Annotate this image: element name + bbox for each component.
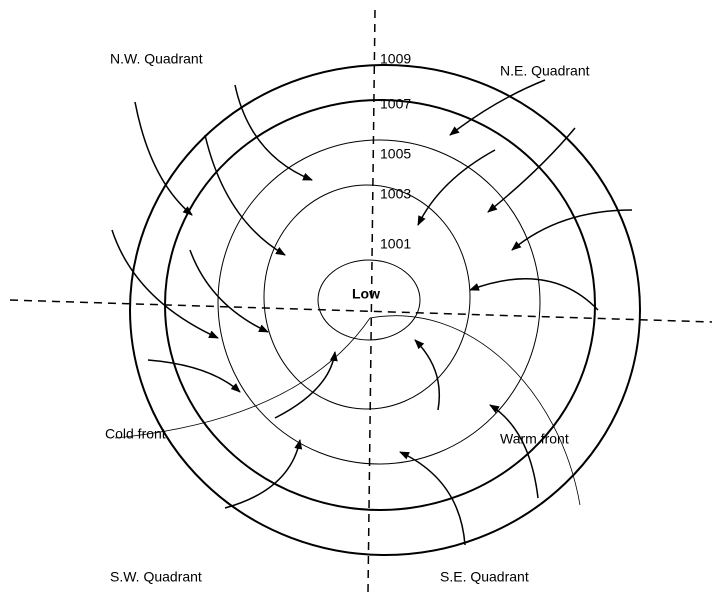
arrow bbox=[189, 249, 269, 333]
arrow bbox=[134, 101, 193, 216]
isobar-label: 1009 bbox=[380, 51, 411, 67]
isobar-label: 1005 bbox=[380, 146, 411, 162]
isobar-ring bbox=[129, 64, 641, 556]
arrow bbox=[224, 439, 303, 509]
arrow bbox=[414, 339, 441, 411]
arrow bbox=[489, 404, 539, 499]
quadrant-label: N.E. Quadrant bbox=[500, 63, 590, 79]
isobar-ring bbox=[263, 184, 471, 410]
isobar-ring bbox=[217, 139, 541, 465]
wind-arrows bbox=[111, 79, 633, 546]
quadrant-label: N.W. Quadrant bbox=[110, 51, 203, 67]
arrow bbox=[417, 149, 496, 226]
isobar-label: 1003 bbox=[380, 186, 411, 202]
arrow bbox=[487, 127, 576, 213]
isobar-label: 1007 bbox=[380, 96, 411, 112]
cold-front-line bbox=[114, 317, 371, 439]
arrow bbox=[234, 84, 313, 181]
quadrant-label: S.W. Quadrant bbox=[110, 569, 202, 585]
arrow bbox=[274, 351, 338, 419]
isobar-ring bbox=[317, 259, 421, 341]
isobar-label: 1001 bbox=[380, 236, 411, 252]
arrow bbox=[469, 278, 599, 311]
quadrant-label: S.E. Quadrant bbox=[440, 569, 529, 585]
arrow bbox=[449, 79, 546, 136]
arrow bbox=[147, 359, 241, 393]
arrow bbox=[111, 229, 219, 339]
arrow bbox=[511, 209, 633, 251]
warm-front-line bbox=[369, 315, 581, 506]
axis-line bbox=[9, 299, 712, 323]
arrow bbox=[399, 451, 466, 546]
isobar-rings bbox=[129, 64, 641, 556]
arrow bbox=[204, 134, 286, 256]
front-label: Cold front bbox=[105, 426, 166, 442]
front-label: Warm front bbox=[500, 431, 569, 447]
center-label: Low bbox=[352, 286, 380, 302]
